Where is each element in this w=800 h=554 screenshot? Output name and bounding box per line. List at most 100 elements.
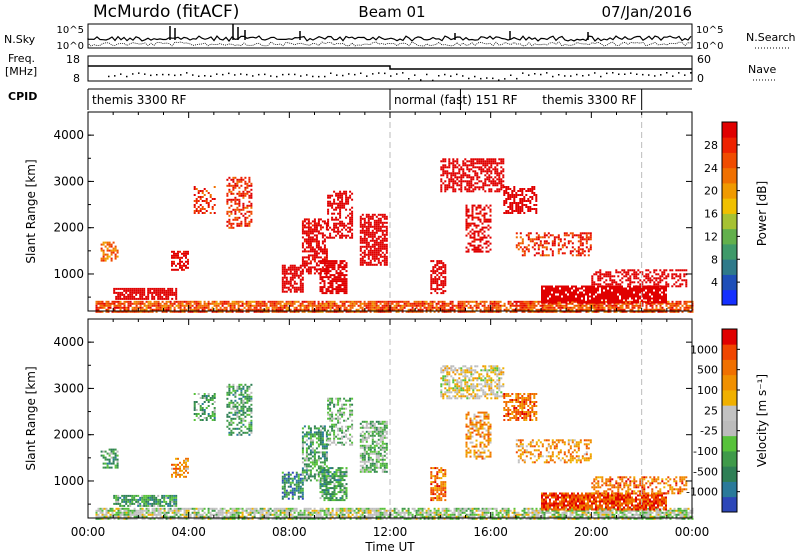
data-cell [119,291,122,294]
data-cell [515,196,518,198]
data-cell [187,509,190,512]
colorbar-swatch [722,259,737,275]
data-cell [639,283,642,286]
data-cell [657,310,660,313]
data-cell [283,276,286,279]
data-cell [179,266,181,269]
data-cell [581,285,583,288]
data-cell [105,308,108,311]
data-cell [587,287,589,290]
data-cell [466,160,469,163]
data-cell [533,208,536,210]
nave-dot [570,75,572,77]
data-cell [474,186,477,189]
data-cell [173,513,176,516]
data-cell [511,210,514,212]
data-cell [161,507,164,510]
data-cell [279,310,282,313]
data-cell [307,230,310,233]
data-cell [381,229,384,232]
data-cell [563,293,565,296]
data-cell [157,306,160,309]
data-cell [225,300,228,303]
data-cell [681,310,684,313]
data-cell [327,266,330,269]
data-cell [486,158,489,161]
data-cell [325,292,328,295]
data-cell [165,300,168,303]
data-cell [385,217,388,220]
data-cell [641,287,643,290]
data-cell [111,509,114,512]
data-cell [454,174,457,177]
data-cell [541,287,543,290]
data-cell [327,300,330,303]
data-cell [519,198,522,200]
data-cell [250,210,253,213]
data-cell [465,234,468,237]
data-cell [436,264,439,267]
data-cell [551,250,554,253]
data-cell [589,295,591,298]
data-cell [305,304,308,307]
data-cell [343,226,346,229]
data-cell [335,280,338,283]
data-cell [527,232,530,235]
data-cell [661,299,663,302]
data-cell [145,300,148,303]
data-cell [579,287,581,290]
nave-dot [510,74,512,76]
data-cell [615,295,617,298]
data-cell [373,231,376,234]
data-cell [421,304,424,307]
data-cell [145,507,148,510]
data-cell [569,291,571,294]
data-cell [625,271,628,274]
data-cell [363,304,366,307]
data-cell [565,310,568,313]
data-cell [413,310,416,313]
data-cell [467,214,470,217]
data-cell [663,289,665,292]
data-cell [219,509,222,512]
data-cell [293,276,296,279]
data-cell [567,308,570,311]
data-cell [237,300,240,303]
data-cell [207,202,210,204]
data-cell [549,302,552,305]
data-cell [238,198,241,201]
data-cell [321,276,324,279]
data-cell [117,293,120,296]
data-cell [213,300,216,303]
data-cell [470,176,473,179]
data-cell [187,507,190,510]
data-cell [445,304,448,307]
data-cell [293,264,296,267]
data-cell [219,302,222,305]
data-cell [511,206,514,208]
data-cell [443,302,446,305]
data-cell [131,287,134,290]
data-cell [169,308,172,311]
data-cell [494,182,497,185]
data-cell [490,180,493,183]
data-cell [359,223,362,226]
data-cell [645,281,648,284]
data-cell [543,299,545,302]
data-cell [125,511,128,514]
data-cell [301,290,304,293]
data-cell [335,290,338,293]
data-cell [221,517,224,520]
data-cell [559,302,562,305]
station-title: McMurdo (fitACF) [93,2,239,22]
data-cell [649,297,651,300]
data-cell [377,300,380,303]
data-cell [625,289,627,292]
data-cell [345,208,348,211]
data-cell [135,511,138,514]
data-cell [615,269,618,272]
data-cell [527,306,530,309]
data-cell [627,269,630,272]
data-cell [671,308,674,311]
data-cell [155,304,158,307]
